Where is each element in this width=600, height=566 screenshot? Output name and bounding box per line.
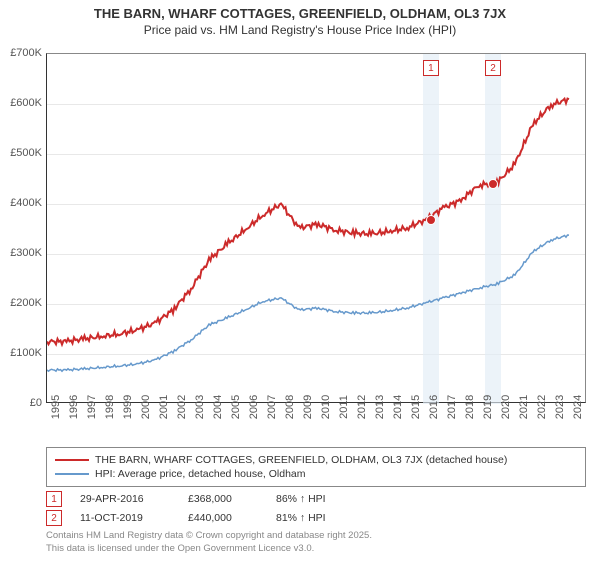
legend-label: THE BARN, WHARF COTTAGES, GREENFIELD, OL… [95,454,507,466]
x-axis-label: 2012 [356,395,368,419]
marker-box-icon: 2 [46,510,62,526]
chart-lines [47,54,587,404]
x-axis-label: 1998 [104,395,116,419]
x-axis-label: 2000 [140,395,152,419]
x-axis-label: 2009 [302,395,314,419]
x-axis-label: 2017 [446,395,458,419]
y-axis-label: £600K [2,97,42,109]
marker-box-icon: 2 [485,60,501,76]
chart-container: THE BARN, WHARF COTTAGES, GREENFIELD, OL… [0,6,600,566]
legend-item-1: THE BARN, WHARF COTTAGES, GREENFIELD, OL… [55,454,577,466]
sale-hpi: 81% ↑ HPI [276,512,356,524]
x-axis-label: 1995 [50,395,62,419]
x-axis-label: 2018 [464,395,476,419]
x-axis-label: 2011 [338,395,350,419]
marker-point-icon [488,179,498,189]
legend-swatch-icon [55,473,89,475]
sale-hpi: 86% ↑ HPI [276,493,356,505]
chart-area: 12 £0£100K£200K£300K£400K£500K£600K£700K… [0,43,600,443]
legend: THE BARN, WHARF COTTAGES, GREENFIELD, OL… [46,447,586,487]
x-axis-label: 1997 [86,395,98,419]
footer-attribution: Contains HM Land Registry data © Crown c… [46,530,586,556]
marker-box-icon: 1 [423,60,439,76]
x-axis-label: 2004 [212,395,224,419]
legend-label: HPI: Average price, detached house, Oldh… [95,468,306,480]
sale-date: 29-APR-2016 [80,493,170,505]
x-axis-label: 2019 [482,395,494,419]
x-axis-label: 1999 [122,395,134,419]
x-axis-label: 2007 [266,395,278,419]
sale-date: 11-OCT-2019 [80,512,170,524]
x-axis-label: 2014 [392,395,404,419]
x-axis-label: 2024 [572,395,584,419]
sale-price: £440,000 [188,512,258,524]
chart-subtitle: Price paid vs. HM Land Registry's House … [0,23,600,37]
y-axis-label: £0 [2,397,42,409]
x-axis-label: 2010 [320,395,332,419]
chart-title: THE BARN, WHARF COTTAGES, GREENFIELD, OL… [0,6,600,21]
y-axis-label: £400K [2,197,42,209]
y-axis-label: £300K [2,247,42,259]
plot-area: 12 [46,53,586,403]
x-axis-label: 2023 [554,395,566,419]
marker-point-icon [426,215,436,225]
series-line [47,99,569,345]
x-axis-label: 2013 [374,395,386,419]
table-row: 2 11-OCT-2019 £440,000 81% ↑ HPI [46,510,586,526]
y-axis-label: £100K [2,347,42,359]
y-axis-label: £500K [2,147,42,159]
footer-line: This data is licensed under the Open Gov… [46,543,586,556]
sales-table: 1 29-APR-2016 £368,000 86% ↑ HPI 2 11-OC… [46,491,586,526]
series-line [47,235,569,371]
x-axis-label: 2015 [410,395,422,419]
y-axis-label: £700K [2,47,42,59]
x-axis-label: 2008 [284,395,296,419]
x-axis-label: 2006 [248,395,260,419]
x-axis-label: 2003 [194,395,206,419]
footer-line: Contains HM Land Registry data © Crown c… [46,530,586,543]
legend-item-2: HPI: Average price, detached house, Oldh… [55,468,577,480]
legend-swatch-icon [55,459,89,462]
x-axis-label: 2016 [428,395,440,419]
x-axis-label: 1996 [68,395,80,419]
table-row: 1 29-APR-2016 £368,000 86% ↑ HPI [46,491,586,507]
sale-price: £368,000 [188,493,258,505]
y-axis-label: £200K [2,297,42,309]
x-axis-label: 2001 [158,395,170,419]
marker-box-icon: 1 [46,491,62,507]
x-axis-label: 2021 [518,395,530,419]
x-axis-label: 2022 [536,395,548,419]
x-axis-label: 2002 [176,395,188,419]
x-axis-label: 2005 [230,395,242,419]
x-axis-label: 2020 [500,395,512,419]
